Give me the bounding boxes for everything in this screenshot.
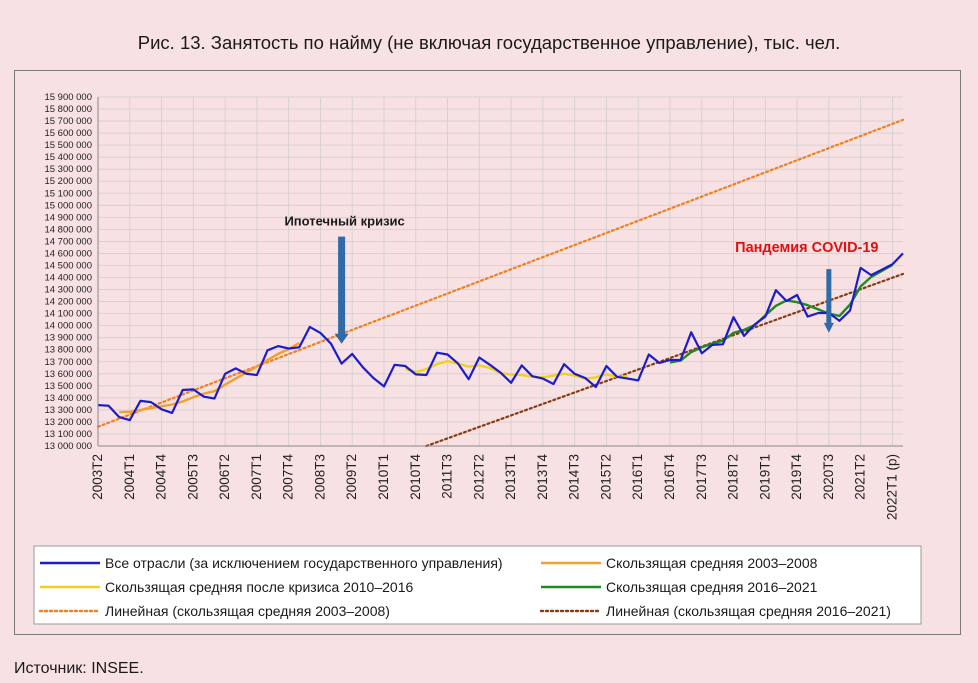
y-tick-label: 13 300 000 — [44, 405, 92, 416]
x-tick-label: 2013T1 — [503, 454, 518, 500]
series-line-3 — [669, 263, 893, 364]
grid-layer — [97, 96, 903, 447]
figure-title: Рис. 13. Занятость по найму (не включая … — [137, 32, 841, 53]
y-tick-label: 15 800 000 — [44, 104, 92, 115]
x-tick-label: 2015T2 — [598, 454, 613, 500]
y-tick-label: 13 800 000 — [44, 345, 92, 356]
y-tick-label: 13 100 000 — [44, 429, 92, 440]
x-tick-label: 2012T2 — [471, 454, 486, 500]
y-tick-label: 15 400 000 — [44, 152, 92, 163]
annotation-label-1: Пандемия COVID-19 — [735, 240, 878, 256]
x-tick-label: 2005T3 — [185, 454, 200, 500]
x-tick-label: 2018T2 — [726, 454, 741, 500]
series-line-0 — [97, 252, 904, 422]
y-tick-label: 14 400 000 — [44, 273, 92, 284]
x-tick-label: 2003T2 — [90, 454, 105, 500]
x-tick-label: 2011T3 — [440, 454, 455, 499]
y-tick-label: 14 700 000 — [44, 236, 92, 247]
trend-line-5 — [425, 272, 905, 448]
y-tick-label: 13 000 000 — [44, 441, 92, 452]
y-tick-label: 13 500 000 — [44, 381, 92, 392]
trend-layer — [96, 118, 905, 448]
y-tick-label: 13 400 000 — [44, 393, 92, 404]
x-tick-label: 2006T2 — [217, 454, 232, 500]
y-tick-label: 13 600 000 — [44, 369, 92, 380]
x-tick-label: 2007T4 — [281, 454, 296, 500]
y-tick-label: 14 900 000 — [44, 212, 92, 223]
x-tick-label: 2016T4 — [662, 454, 677, 500]
x-tick-label: 2013T4 — [535, 454, 550, 500]
x-tick-label: 2004T1 — [122, 454, 137, 500]
series-layer — [97, 252, 904, 422]
y-tick-label: 13 200 000 — [44, 417, 92, 428]
y-tick-label: 14 300 000 — [44, 285, 92, 296]
chart-frame — [14, 70, 961, 635]
x-tick-label: 2014T3 — [567, 454, 582, 500]
legend-label-4: Линейная (скользящая средняя 2003–2008) — [105, 603, 390, 619]
y-tick-label: 14 500 000 — [44, 260, 92, 271]
y-tick-label: 15 600 000 — [44, 128, 92, 139]
x-tick-label: 2009T2 — [344, 454, 359, 500]
legend-layer: Все отрасли (за исключением государствен… — [33, 545, 922, 625]
legend-label-2: Скользящая средняя после кризиса 2010–20… — [105, 579, 413, 595]
x-tick-label: 2004T4 — [154, 454, 169, 500]
y-tick-label: 15 300 000 — [44, 164, 92, 175]
x-tick-label: 2021T2 — [853, 454, 868, 500]
legend-label-5: Линейная (скользящая средняя 2016–2021) — [606, 603, 891, 619]
x-tick-label: 2022T1 (p) — [884, 454, 899, 520]
y-tick-label: 14 200 000 — [44, 297, 92, 308]
annotation-arrow-1 — [823, 269, 834, 333]
source-note: Источник: INSEE. — [14, 660, 144, 677]
y-tick-label: 15 700 000 — [44, 116, 92, 127]
x-tick-label: 2016T1 — [630, 454, 645, 500]
y-tick-label: 13 900 000 — [44, 333, 92, 344]
y-tick-label: 15 200 000 — [44, 176, 92, 187]
y-tick-label: 15 500 000 — [44, 140, 92, 151]
legend-label-3: Скользящая средняя 2016–2021 — [606, 579, 818, 595]
annotation-layer: Ипотечный кризис Пандемия COVID-19 — [284, 214, 879, 344]
y-tick-label: 13 700 000 — [44, 357, 92, 368]
x-tick-label: 2010T1 — [376, 454, 391, 500]
y-tick-label: 14 600 000 — [44, 248, 92, 259]
x-tick-label: 2017T3 — [694, 454, 709, 500]
annotation-label-0: Ипотечный кризис — [284, 214, 404, 229]
legend-label-1: Скользящая средняя 2003–2008 — [606, 555, 818, 571]
x-tick-label: 2008T3 — [312, 454, 327, 500]
y-tick-label: 15 100 000 — [44, 188, 92, 199]
x-tick-label: 2010T4 — [408, 454, 423, 500]
x-tick-label: 2020T3 — [821, 454, 836, 500]
trend-line-4 — [96, 118, 905, 428]
series-line-1 — [119, 342, 300, 414]
y-tick-label: 15 000 000 — [44, 200, 92, 211]
legend-box — [33, 545, 922, 625]
x-tick-label: 2007T1 — [249, 454, 264, 500]
annotation-arrow-0 — [334, 236, 349, 344]
x-tick-label: 2019T4 — [789, 454, 804, 500]
y-tick-label: 14 000 000 — [44, 321, 92, 332]
y-tick-label: 14 100 000 — [44, 309, 92, 320]
y-tick-label: 15 900 000 — [44, 92, 92, 103]
y-tick-label: 14 800 000 — [44, 224, 92, 235]
x-tick-label: 2019T1 — [757, 454, 772, 500]
legend-label-0: Все отрасли (за исключением государствен… — [105, 555, 503, 571]
